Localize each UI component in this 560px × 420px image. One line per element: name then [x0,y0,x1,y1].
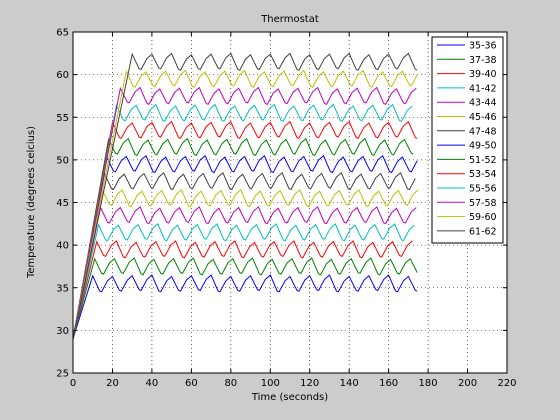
x-tick-label: 120 [300,378,319,389]
x-tick-label: 20 [106,378,119,389]
x-tick-label: 100 [261,378,280,389]
grid-lines [73,32,507,373]
x-tick-label: 220 [497,378,516,389]
y-tick-label: 40 [56,241,69,252]
legend-box [431,36,504,244]
legend-label: 35-36 [469,41,497,52]
series-line-55-56 [72,103,413,339]
legend-label: 55-56 [469,184,497,195]
legend: 35-36 37-38 39-40 41-42 43-44 45-46 47-48 49-50… [431,36,504,244]
legend-label: 43-44 [469,98,497,109]
legend-label: 53-54 [469,169,497,180]
x-tick-label: 60 [185,378,198,389]
legend-label: 51-52 [469,155,497,166]
series-line-35-36 [72,274,418,340]
chart-title: Thermostat [260,14,319,25]
legend-label: 61-62 [469,226,497,237]
legend-label: 49-50 [469,141,497,152]
series-line-39-40 [72,240,413,340]
x-tick-label: 180 [419,378,438,389]
series-line-61-62 [72,52,418,340]
legend-label: 39-40 [469,69,497,80]
series-line-57-58 [72,86,417,339]
series-line-49-50 [72,154,418,339]
series-line-59-60 [72,69,418,339]
y-tick-label: 55 [56,113,69,124]
series-line-45-46 [72,189,419,339]
y-tick-label: 25 [56,369,69,380]
x-tick-label: 160 [379,378,398,389]
y-tick-label: 60 [56,70,69,81]
x-tick-label: 140 [340,378,359,389]
series-line-43-44 [72,206,417,340]
y-tick-label: 65 [56,28,69,39]
legend-label: 59-60 [469,212,497,223]
y-tick-label: 30 [56,326,69,337]
legend-label: 37-38 [469,55,497,66]
y-axis-ticks: 25 30 35 40 45 50 55 60 65 [56,28,507,380]
series-line-47-48 [72,171,416,339]
series-line-53-54 [72,120,418,339]
legend-label: 45-46 [469,112,497,123]
series-line-37-38 [72,257,418,340]
series-line-51-52 [72,137,414,339]
x-tick-label: 40 [146,378,159,389]
x-axis-label: Time (seconds) [251,392,328,403]
legend-label: 47-48 [469,126,497,137]
x-tick-label: 200 [458,378,477,389]
series-line-41-42 [72,223,415,340]
y-tick-label: 45 [56,198,69,209]
legend-label: 57-58 [469,198,497,209]
x-tick-label: 0 [70,378,76,389]
y-tick-label: 35 [56,283,69,294]
x-axis-ticks: 0 20 40 60 80 100 120 140 160 180 200 220 [70,32,517,389]
legend-label: 41-42 [469,83,497,94]
x-tick-label: 80 [224,378,237,389]
series-lines [72,52,419,340]
y-axis-label: Temperature (degrees celcius) [26,126,37,279]
y-tick-label: 50 [56,155,69,166]
